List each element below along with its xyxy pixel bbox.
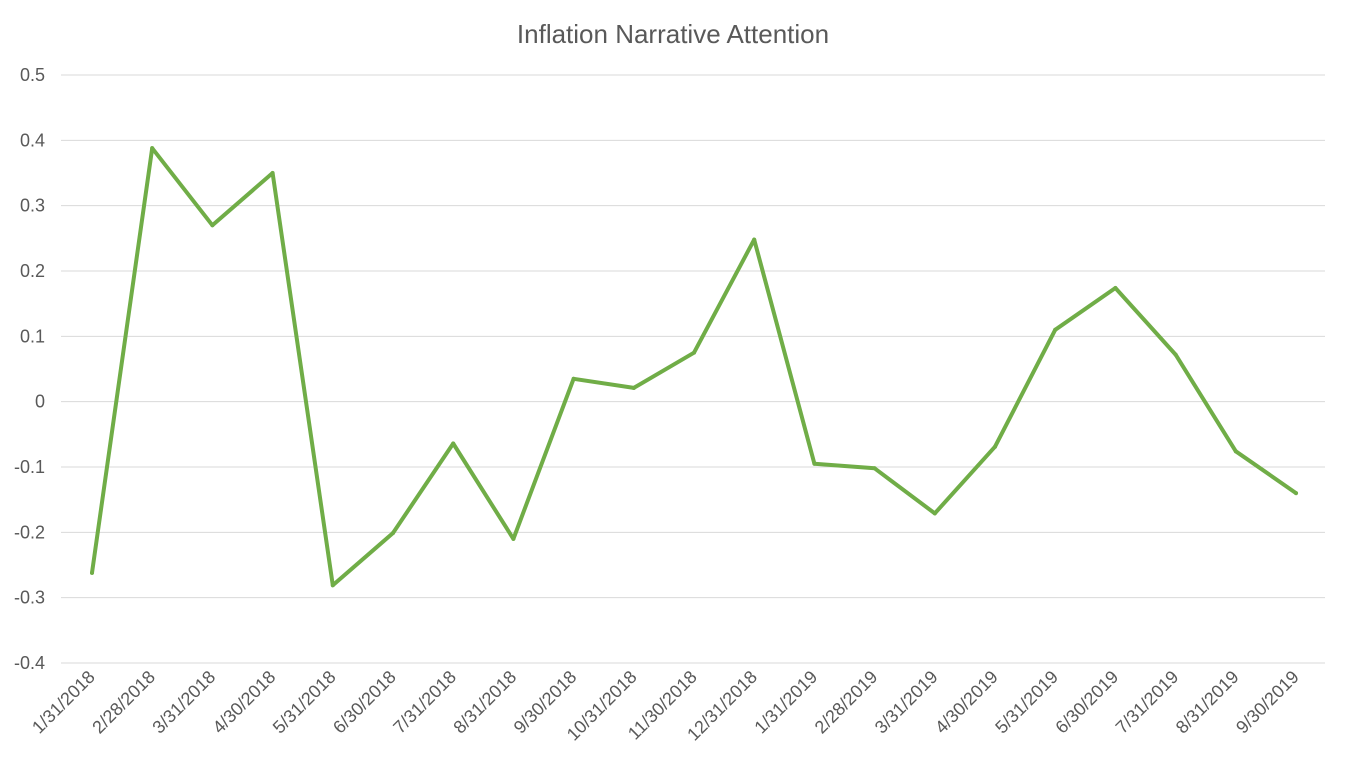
x-tick-label: 7/31/2019 bbox=[1112, 667, 1183, 738]
data-point bbox=[391, 530, 395, 535]
data-point bbox=[330, 583, 335, 588]
data-point bbox=[90, 570, 94, 575]
x-tick-label: 2/28/2018 bbox=[88, 667, 159, 738]
data-point bbox=[692, 350, 696, 355]
data-point bbox=[1053, 327, 1058, 332]
data-point bbox=[511, 536, 516, 541]
data-point bbox=[631, 385, 636, 390]
x-tick-label: 8/31/2019 bbox=[1172, 667, 1243, 738]
data-point bbox=[993, 444, 997, 449]
x-tick-label: 1/31/2018 bbox=[28, 667, 99, 738]
y-tick-label: -0.1 bbox=[14, 457, 45, 477]
x-tick-label: 9/30/2019 bbox=[1232, 667, 1303, 738]
x-tick-label: 4/30/2019 bbox=[931, 667, 1002, 738]
x-tick-label: 2/28/2019 bbox=[811, 667, 882, 738]
y-tick-label: 0.2 bbox=[20, 261, 45, 281]
data-point bbox=[872, 466, 877, 471]
x-axis-tick-labels: 1/31/20182/28/20183/31/20184/30/20185/31… bbox=[28, 667, 1303, 745]
data-point bbox=[752, 237, 757, 242]
x-tick-label: 8/31/2018 bbox=[449, 667, 520, 738]
series-line bbox=[90, 146, 1298, 588]
chart-title: Inflation Narrative Attention bbox=[517, 19, 829, 49]
data-point bbox=[1233, 449, 1238, 454]
data-point bbox=[1294, 491, 1298, 496]
y-tick-label: -0.4 bbox=[14, 653, 45, 673]
data-point bbox=[451, 441, 456, 446]
data-point bbox=[571, 376, 576, 381]
data-point bbox=[210, 223, 215, 228]
x-tick-label: 3/31/2019 bbox=[871, 667, 942, 738]
y-tick-label: 0.3 bbox=[20, 196, 45, 216]
x-tick-label: 4/30/2018 bbox=[209, 667, 280, 738]
y-tick-label: 0 bbox=[35, 392, 45, 412]
x-tick-label: 6/30/2018 bbox=[329, 667, 400, 738]
series-layer bbox=[90, 146, 1298, 588]
y-tick-label: 0.5 bbox=[20, 65, 45, 85]
x-tick-label: 5/31/2018 bbox=[269, 667, 340, 738]
gridlines bbox=[61, 74, 1325, 664]
x-tick-label: 5/31/2019 bbox=[991, 667, 1062, 738]
y-tick-label: 0.1 bbox=[20, 326, 45, 346]
y-tick-label: 0.4 bbox=[20, 130, 45, 150]
data-point bbox=[1113, 285, 1118, 290]
data-point bbox=[812, 461, 817, 466]
x-tick-label: 7/31/2018 bbox=[389, 667, 460, 738]
data-point bbox=[150, 146, 155, 151]
data-point bbox=[1173, 352, 1178, 357]
x-tick-label: 1/31/2019 bbox=[750, 667, 821, 738]
y-tick-label: -0.3 bbox=[14, 588, 45, 608]
x-tick-label: 6/30/2019 bbox=[1051, 667, 1122, 738]
x-tick-label: 3/31/2018 bbox=[148, 667, 219, 738]
data-point bbox=[932, 511, 937, 516]
data-point bbox=[270, 171, 275, 175]
y-axis-tick-labels: 0.5 0.4 0.3 0.2 0.1 0 -0.1 -0.2 -0.3 -0.4 bbox=[14, 65, 45, 673]
y-tick-label: -0.2 bbox=[14, 522, 45, 542]
